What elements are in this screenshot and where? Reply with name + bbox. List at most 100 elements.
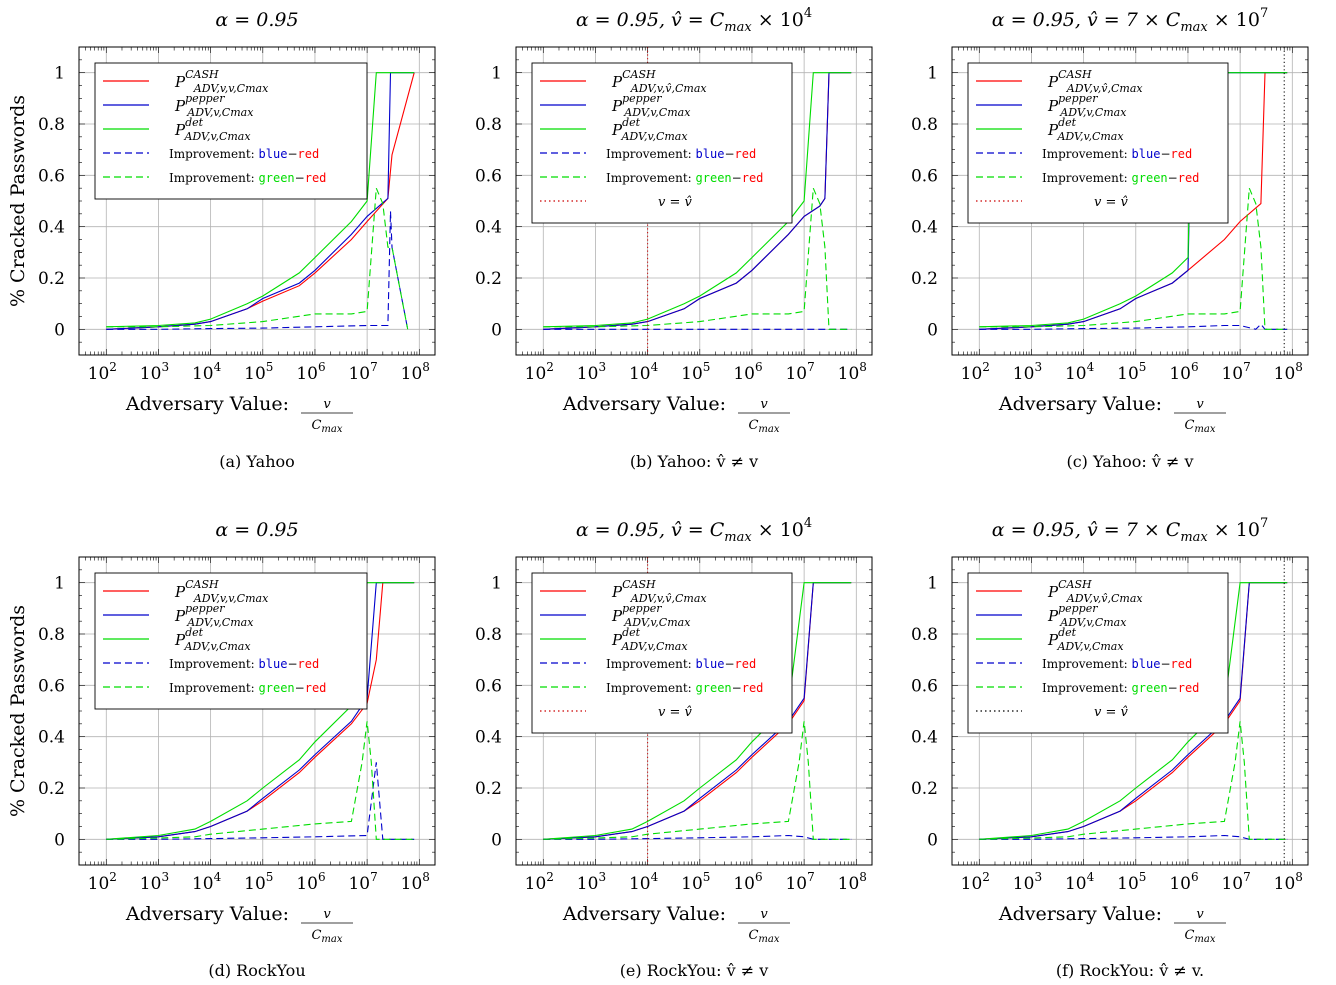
- legend-label-cash: PCASH ADV,v,v̂,Cmax: [611, 578, 707, 605]
- y-tick-label: 0: [927, 830, 938, 850]
- chart-panel-5: 0 0.2 0.4 0.6 0.8 1 102 103 104 105 106 107 108 α = 0…: [475, 516, 873, 980]
- series-line-det: [106, 72, 415, 328]
- legend-label-pepper: Ppepper ADV,v,Cmax: [174, 92, 254, 119]
- series-line-pepper: [543, 72, 852, 330]
- series-line-pepper: [543, 582, 852, 840]
- x-tick-label: 105: [244, 360, 273, 384]
- y-tick-label: 0.4: [911, 218, 938, 238]
- legend-box: [531, 62, 793, 224]
- legend-box: [967, 572, 1229, 734]
- y-tick-label: 1: [927, 64, 938, 84]
- x-tick-label: 102: [88, 870, 117, 894]
- y-tick-label: 0.8: [911, 625, 938, 645]
- x-tick-label: 108: [401, 360, 430, 384]
- y-tick-label: 0.6: [38, 676, 65, 696]
- legend-label-imp_green: Improvement: green−red: [606, 681, 763, 695]
- legend-label-det: Pdet ADV,v,Cmax: [1047, 116, 1124, 143]
- x-axis-label-fraction-num: v: [760, 397, 768, 412]
- legend-box: [94, 62, 368, 200]
- subfigure-caption: (f) RockYou: v̂ ≠ v.: [1056, 961, 1204, 980]
- x-axis-label-fraction-num: v: [323, 907, 331, 922]
- y-tick-label: 1: [54, 574, 65, 594]
- series-group: [543, 557, 852, 865]
- x-tick-label: 108: [1274, 870, 1303, 894]
- y-tick-label: 0.4: [911, 728, 938, 748]
- x-axis-label-fraction-den: Cmax: [1184, 418, 1215, 435]
- legend-box: [94, 572, 368, 710]
- x-tick-label: 103: [140, 870, 169, 894]
- y-tick-label: 0.4: [38, 218, 65, 238]
- x-tick-label: 103: [577, 870, 606, 894]
- y-tick-label: 0.6: [38, 166, 65, 186]
- legend-label-imp_blue: Improvement: blue−red: [169, 147, 319, 161]
- y-tick-label: 0.6: [475, 676, 502, 696]
- x-axis-label: Adversary Value:: [125, 903, 289, 925]
- x-tick-label: 106: [1169, 870, 1198, 894]
- subfigure-caption: (c) Yahoo: v̂ ≠ v: [1066, 452, 1193, 471]
- y-tick-label: 0.4: [38, 728, 65, 748]
- legend-label-pepper: Ppepper ADV,v,Cmax: [1047, 92, 1127, 119]
- x-tick-label: 102: [961, 360, 990, 384]
- series-line-det: [106, 582, 415, 840]
- x-tick-label: 104: [1065, 360, 1095, 384]
- y-tick-label: 0: [927, 320, 938, 340]
- subfigure-caption: (b) Yahoo: v̂ ≠ v: [630, 452, 758, 471]
- y-tick-label: 1: [54, 64, 65, 84]
- y-tick-label: 0: [491, 830, 502, 850]
- y-tick-label: 0.2: [38, 779, 65, 799]
- subfigure-caption: (d) RockYou: [208, 961, 305, 980]
- x-axis-label-fraction-den: Cmax: [748, 418, 779, 435]
- y-tick-label: 0.8: [475, 115, 502, 135]
- x-axis-label-fraction-num: v: [323, 397, 331, 412]
- series-line-pepper: [106, 72, 415, 330]
- legend-label-det: Pdet ADV,v,Cmax: [174, 116, 251, 143]
- plot-frame: [515, 46, 873, 356]
- x-tick-label: 105: [1117, 870, 1146, 894]
- series-line-imp_blue: [979, 323, 1288, 330]
- legend-label-pepper: Ppepper ADV,v,Cmax: [174, 602, 254, 629]
- series-group: [106, 72, 415, 330]
- legend-label-vhat: v = v̂: [658, 705, 693, 720]
- x-tick-label: 107: [785, 360, 814, 384]
- x-tick-label: 107: [785, 870, 814, 894]
- chart-panel-3: 0 0.2 0.4 0.6 0.8 1 102 103 104 105 106 107 108 α = 0…: [911, 6, 1309, 471]
- legend-label-imp_blue: Improvement: blue−red: [1042, 147, 1192, 161]
- y-tick-label: 0.2: [911, 269, 938, 289]
- y-tick-label: 0.2: [911, 779, 938, 799]
- y-tick-label: 0.2: [475, 269, 502, 289]
- y-tick-label: 0.2: [475, 779, 502, 799]
- x-tick-label: 102: [961, 870, 990, 894]
- y-tick-label: 0.6: [911, 676, 938, 696]
- y-tick-label: 0.2: [38, 269, 65, 289]
- x-axis-label-fraction-den: Cmax: [1184, 928, 1215, 945]
- x-axis-label-fraction-num: v: [760, 907, 768, 922]
- plot-frame: [78, 556, 436, 866]
- x-tick-label: 103: [1013, 360, 1042, 384]
- x-tick-label: 108: [1274, 360, 1303, 384]
- legend-label-pepper: Ppepper ADV,v,Cmax: [611, 602, 691, 629]
- legend-label-det: Pdet ADV,v,Cmax: [611, 626, 688, 653]
- x-tick-label: 107: [1221, 360, 1250, 384]
- x-tick-label: 103: [140, 360, 169, 384]
- x-tick-label: 102: [525, 870, 554, 894]
- series-line-det: [979, 582, 1288, 840]
- x-axis-label: Adversary Value:: [125, 393, 289, 415]
- legend-label-imp_green: Improvement: green−red: [606, 171, 763, 185]
- series-line-imp_green: [106, 187, 409, 330]
- series-line-imp_green: [979, 187, 1288, 330]
- x-tick-label: 105: [1117, 360, 1146, 384]
- series-line-pepper: [106, 582, 415, 840]
- x-axis-label-fraction-den: Cmax: [311, 928, 342, 945]
- legend-label-det: Pdet ADV,v,Cmax: [174, 626, 251, 653]
- x-tick-label: 105: [681, 360, 710, 384]
- x-axis-label-fraction-den: Cmax: [748, 928, 779, 945]
- legend-box: [531, 572, 793, 734]
- chart-panel-6: 0 0.2 0.4 0.6 0.8 1 102 103 104 105 106 107 108 α = 0…: [911, 516, 1309, 980]
- x-tick-label: 106: [296, 360, 325, 384]
- y-tick-label: 0.6: [911, 166, 938, 186]
- y-axis-label: % Cracked Passwords: [7, 605, 29, 817]
- legend-label-cash: PCASH ADV,v,v̂,Cmax: [1047, 68, 1143, 95]
- x-tick-label: 105: [244, 870, 273, 894]
- legend-label-vhat: v = v̂: [1094, 195, 1129, 210]
- x-axis-label: Adversary Value:: [562, 903, 726, 925]
